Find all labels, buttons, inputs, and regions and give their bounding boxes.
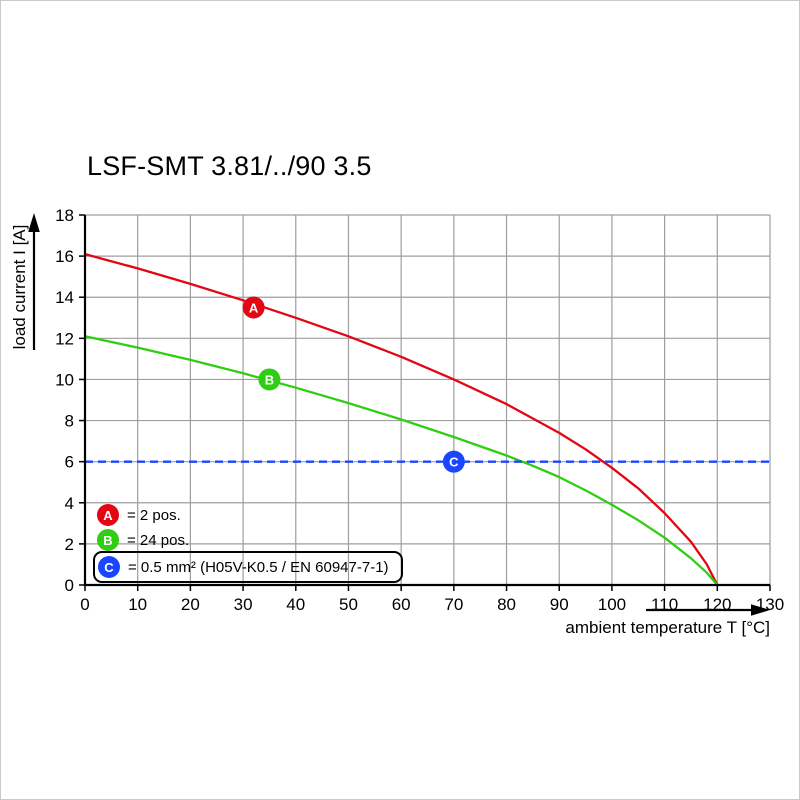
x-axis-label: ambient temperature T [°C] — [565, 618, 770, 637]
legend-label-b: = 24 pos. — [127, 531, 190, 549]
x-tick-label: 50 — [339, 595, 358, 614]
x-tick-label: 0 — [80, 595, 89, 614]
curve-marker-b-letter: B — [265, 372, 274, 387]
legend-item-c: C = 0.5 mm² (H05V-K0.5 / EN 60947-7-1) — [93, 551, 403, 583]
y-tick-label: 2 — [65, 535, 74, 554]
y-tick-label: 4 — [65, 494, 74, 513]
x-tick-label: 80 — [497, 595, 516, 614]
legend-item-b: B = 24 pos. — [97, 529, 189, 551]
x-tick-label: 90 — [550, 595, 569, 614]
x-tick-label: 130 — [756, 595, 784, 614]
curve-marker-b-icon — [258, 368, 281, 391]
y-tick-label: 6 — [65, 453, 74, 472]
legend-marker-a-icon: A — [97, 504, 119, 526]
x-tick-label: 70 — [444, 595, 463, 614]
x-tick-label: 120 — [703, 595, 731, 614]
legend-marker-b-icon: B — [97, 529, 119, 551]
y-tick-label: 10 — [55, 370, 74, 389]
y-tick-label: 16 — [55, 247, 74, 266]
x-tick-label: 60 — [392, 595, 411, 614]
y-tick-label: 18 — [55, 206, 74, 225]
y-tick-label: 12 — [55, 329, 74, 348]
x-tick-label: 10 — [128, 595, 147, 614]
x-tick-label: 100 — [598, 595, 626, 614]
y-axis-arrow-head — [28, 213, 40, 232]
legend-label-c: = 0.5 mm² (H05V-K0.5 / EN 60947-7-1) — [128, 558, 389, 576]
y-tick-label: 14 — [55, 288, 74, 307]
x-axis-arrow-head — [751, 604, 770, 616]
x-tick-label: 110 — [651, 595, 678, 614]
series-curve-a — [84, 252, 719, 586]
y-tick-label: 0 — [65, 576, 74, 595]
legend-marker-a-letter: A — [103, 507, 113, 523]
curve-marker-c-letter: C — [449, 455, 459, 470]
x-tick-label: 20 — [181, 595, 200, 614]
chart-title: LSF-SMT 3.81/../90 3.5 — [87, 151, 372, 181]
curve-marker-a-icon — [242, 296, 265, 319]
legend-marker-c-icon: C — [98, 556, 120, 578]
curve-marker-a-letter: A — [249, 301, 259, 316]
legend-marker-c-letter: C — [104, 559, 114, 575]
legend-label-a: = 2 pos. — [127, 506, 181, 524]
legend-item-a: A = 2 pos. — [97, 504, 181, 526]
y-tick-label: 8 — [65, 412, 74, 431]
x-tick-label: 40 — [286, 595, 305, 614]
curve-marker-c-icon — [442, 450, 465, 473]
x-tick-label: 30 — [234, 595, 253, 614]
legend-marker-b-letter: B — [103, 532, 113, 548]
